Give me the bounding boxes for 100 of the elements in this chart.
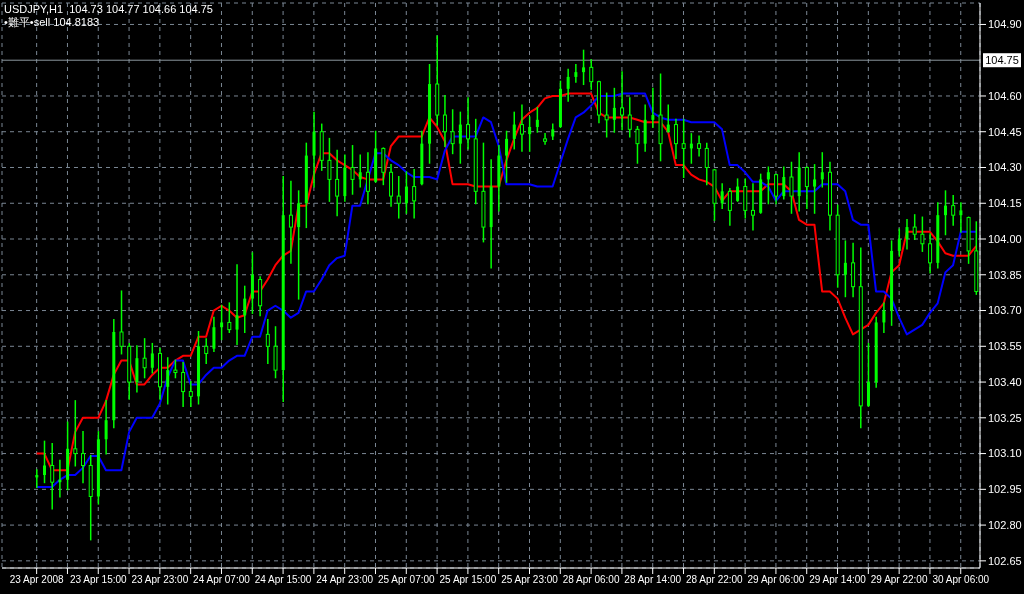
candlestick: [673, 118, 678, 160]
candlestick: [574, 63, 578, 84]
candlestick: [704, 141, 709, 186]
candlestick: [227, 301, 232, 334]
y-tick-label: 103.55: [988, 340, 1022, 353]
candlestick: [204, 337, 209, 365]
x-tick-label: 29 Apr 06:00: [747, 574, 805, 586]
candlestick: [450, 108, 455, 155]
y-tick-label: 103.10: [988, 447, 1022, 460]
y-tick-label: 104.90: [988, 18, 1022, 31]
candlestick: [265, 318, 270, 365]
candlestick: [951, 194, 956, 227]
candlestick: [820, 151, 824, 189]
candlestick: [235, 263, 239, 346]
candlestick: [582, 48, 586, 86]
candlestick: [81, 430, 86, 484]
candlestick: [959, 201, 963, 234]
candlestick: [442, 94, 447, 148]
candlestick: [727, 187, 732, 227]
ref-line-label: 104.75: [985, 54, 1019, 67]
y-tick-label: 104.60: [988, 89, 1022, 102]
x-tick-label: 24 Apr 07:00: [193, 574, 251, 586]
candlestick: [412, 168, 417, 220]
y-tick-label: 104.00: [988, 232, 1022, 245]
candlestick: [882, 301, 886, 334]
candlestick: [243, 284, 247, 334]
x-tick-label: 23 Apr 15:00: [69, 574, 128, 586]
candlestick: [920, 215, 925, 253]
candlestick: [350, 144, 355, 196]
candlestick: [104, 399, 108, 456]
candlestick: [743, 177, 748, 220]
y-tick-label: 104.15: [988, 197, 1022, 210]
candlestick: [288, 180, 293, 265]
candlestick: [381, 146, 386, 186]
candlestick: [766, 165, 770, 205]
candlestick: [396, 175, 401, 220]
x-tick-label: 28 Apr 06:00: [562, 574, 620, 586]
candlestick: [181, 361, 186, 408]
candlestick: [782, 165, 786, 201]
x-tick-label: 25 Apr 15:00: [439, 574, 497, 586]
candlestick: [643, 103, 647, 153]
x-tick-label: 25 Apr 07:00: [377, 574, 436, 586]
candlestick: [897, 227, 901, 258]
candlestick: [297, 189, 301, 301]
candlestick: [135, 344, 139, 394]
candlestick: [43, 439, 46, 484]
candlestick: [188, 380, 193, 408]
candlestick: [166, 356, 170, 406]
candlestick: [466, 96, 471, 151]
x-tick-label: 23 Apr 2008: [9, 574, 65, 586]
candlestick: [458, 110, 462, 165]
candlestick: [612, 87, 616, 134]
candlestick: [736, 177, 740, 203]
candlestick: [566, 68, 570, 103]
x-tick-label: 24 Apr 23:00: [316, 574, 374, 586]
candlestick: [312, 110, 316, 189]
candlestick: [789, 160, 794, 215]
x-tick-label: 24 Apr 15:00: [254, 574, 312, 586]
candlestick: [358, 153, 362, 189]
text: •難平•sell 104.8183: [4, 16, 101, 29]
candlestick: [681, 118, 686, 179]
candlestick: [212, 315, 216, 353]
x-tick-label: 29 Apr 14:00: [809, 574, 867, 586]
y-tick-label: 103.40: [988, 375, 1022, 388]
candlestick: [774, 172, 779, 205]
candlestick: [912, 213, 917, 241]
candlestick: [119, 289, 124, 356]
candlestick: [519, 103, 524, 153]
candlestick: [150, 342, 154, 375]
x-tick-label: 28 Apr 14:00: [624, 574, 682, 586]
candlestick: [142, 337, 147, 380]
candlestick: [404, 170, 408, 215]
candlestick: [635, 125, 640, 165]
y-tick-label: 102.80: [988, 518, 1022, 531]
candlestick: [50, 442, 55, 511]
y-tick-label: 102.95: [988, 483, 1022, 496]
candlestick: [651, 87, 655, 129]
candlestick: [905, 218, 909, 251]
y-tick-label: 104.45: [988, 125, 1022, 138]
candlestick: [813, 163, 817, 215]
candlestick: [589, 58, 594, 91]
x-tick-label: 28 Apr 22:00: [685, 574, 744, 586]
candlestick: [512, 110, 516, 151]
candlestick: [804, 165, 809, 210]
candlestick: [697, 134, 702, 158]
x-tick-label: 30 Apr 06:00: [932, 574, 990, 586]
y-tick-label: 103.25: [988, 411, 1022, 424]
candlestick: [505, 129, 509, 184]
x-tick-label: 25 Apr 23:00: [501, 574, 559, 586]
x-tick-label: 23 Apr 23:00: [131, 574, 189, 586]
candlestick: [389, 163, 394, 208]
y-tick-label: 103.70: [988, 304, 1022, 317]
candlestick: [173, 358, 178, 380]
candlestick: [335, 149, 340, 217]
candlestick: [866, 342, 870, 408]
y-tick-label: 104.30: [988, 161, 1022, 174]
candlestick: [220, 304, 224, 341]
candlestick: [928, 232, 933, 275]
candlestick: [327, 137, 332, 203]
candlestick: [528, 115, 532, 153]
